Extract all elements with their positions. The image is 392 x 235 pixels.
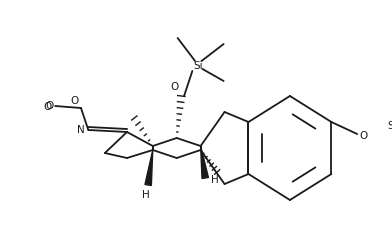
Text: O: O: [45, 101, 53, 111]
Text: N: N: [77, 125, 85, 135]
Text: O: O: [43, 102, 51, 112]
Text: H: H: [211, 175, 218, 185]
Text: O: O: [359, 131, 367, 141]
Text: O: O: [70, 96, 78, 106]
Text: H: H: [142, 190, 150, 200]
Polygon shape: [145, 150, 153, 185]
Text: Si: Si: [193, 61, 203, 71]
Text: O: O: [170, 82, 178, 92]
Text: Si: Si: [387, 121, 392, 131]
Polygon shape: [201, 146, 209, 179]
